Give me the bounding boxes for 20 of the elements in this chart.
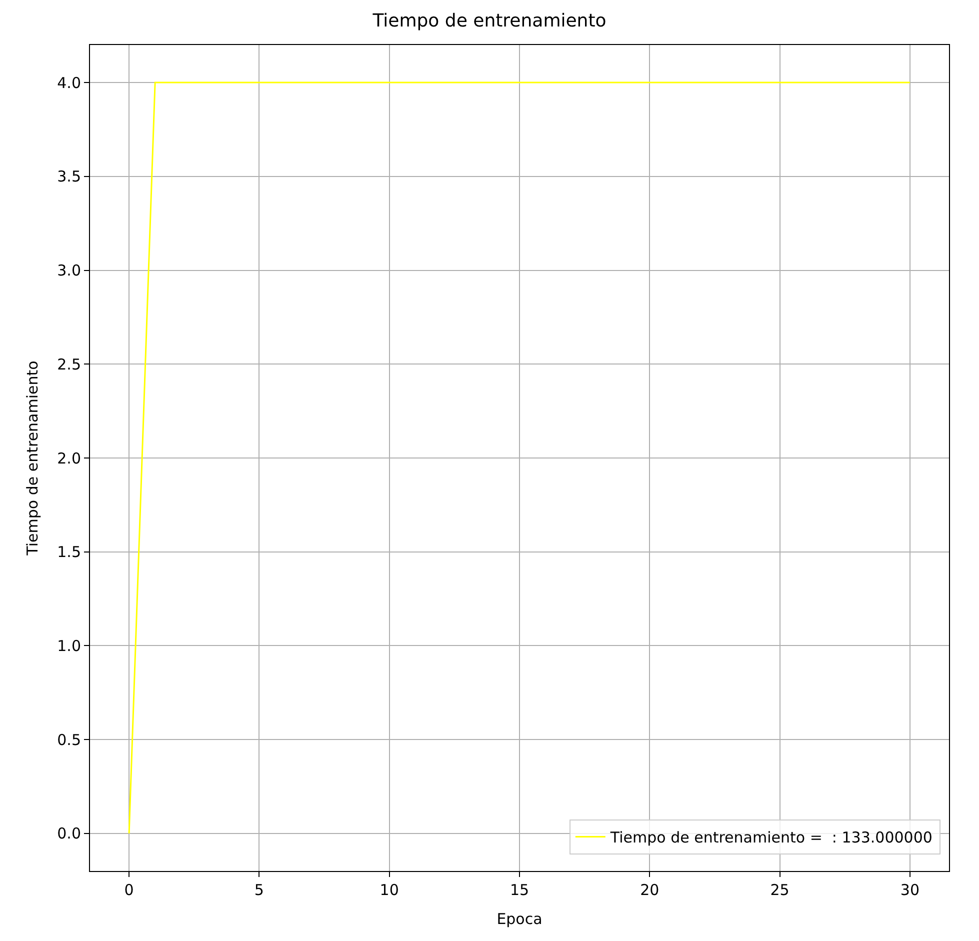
y-tick-label: 3.0 bbox=[57, 262, 81, 280]
x-tick-label: 20 bbox=[640, 881, 660, 899]
x-tick-label: 5 bbox=[254, 881, 264, 899]
y-tick-label: 1.0 bbox=[57, 636, 81, 655]
x-tick-label: 25 bbox=[770, 881, 790, 899]
y-tick-label: 0.0 bbox=[57, 824, 81, 843]
x-tick-label: 30 bbox=[900, 881, 920, 899]
y-tick-label: 1.5 bbox=[57, 543, 81, 562]
y-tick-label: 4.0 bbox=[57, 74, 81, 92]
y-tick-label: 3.5 bbox=[57, 168, 81, 186]
legend-label: Tiempo de entrenamiento = : 133.000000 bbox=[609, 828, 932, 847]
y-tick-label: 0.5 bbox=[57, 730, 81, 749]
y-axis-title: Tiempo de entrenamiento bbox=[23, 360, 42, 556]
x-axis-title: Epoca bbox=[496, 910, 542, 928]
x-tick-label: 15 bbox=[510, 881, 530, 899]
y-tick-label: 2.5 bbox=[57, 355, 81, 374]
y-tick-label: 2.0 bbox=[57, 449, 81, 468]
x-tick-label: 0 bbox=[124, 881, 134, 899]
x-tick-label: 10 bbox=[380, 881, 399, 899]
chart-title: Tiempo de entrenamiento bbox=[372, 10, 606, 32]
